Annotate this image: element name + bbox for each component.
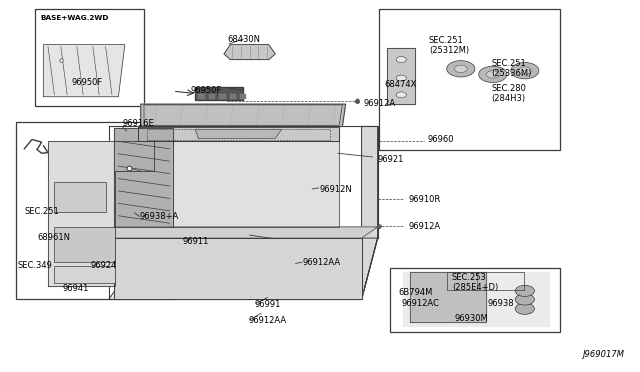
Text: 96924: 96924 [91,262,117,270]
Text: 96960: 96960 [428,135,454,144]
Bar [240,94,246,99]
Bar [447,272,524,290]
Text: 96938+A: 96938+A [140,212,179,221]
Bar [230,94,236,99]
Text: 68961N: 68961N [37,233,70,242]
Circle shape [447,61,475,77]
Text: 96912AA: 96912AA [248,316,287,325]
Text: 96921: 96921 [378,155,404,164]
Polygon shape [410,272,486,322]
Text: 96941: 96941 [63,284,89,293]
Text: 68474X: 68474X [384,80,417,89]
Text: 68430N: 68430N [227,35,260,44]
Text: SEC.349: SEC.349 [18,262,52,270]
Text: 96912A: 96912A [364,99,396,108]
Text: SEC.251
(25336M): SEC.251 (25336M) [492,60,532,78]
Polygon shape [44,45,125,97]
Text: 96930M: 96930M [454,314,488,323]
Polygon shape [387,48,415,104]
Bar [54,227,115,262]
Text: J969017M: J969017M [582,350,624,359]
Bar [16,122,174,299]
Polygon shape [114,128,173,227]
Circle shape [486,71,499,78]
Bar [198,94,205,99]
Bar [54,266,115,283]
Bar [54,182,106,212]
Text: SEC.253
(285E4+D): SEC.253 (285E4+D) [452,273,498,292]
Text: 96912AC: 96912AC [402,299,440,308]
Text: SEC.251: SEC.251 [24,207,59,216]
Text: BASE+WAG.2WD: BASE+WAG.2WD [40,15,109,21]
Bar [219,94,226,99]
Polygon shape [141,104,346,126]
Polygon shape [195,87,243,100]
Polygon shape [114,227,378,238]
Polygon shape [403,272,549,326]
Text: SEC.251
(25312M): SEC.251 (25312M) [429,36,469,55]
Text: 96911: 96911 [182,237,209,246]
Circle shape [454,65,467,73]
Circle shape [396,92,406,98]
Text: 6B794M: 6B794M [398,288,433,296]
Polygon shape [114,238,362,299]
Bar [35,9,144,106]
Circle shape [396,75,406,81]
Polygon shape [195,129,282,138]
Circle shape [515,285,534,296]
Polygon shape [362,126,378,299]
Circle shape [518,67,531,74]
Text: 96912AA: 96912AA [302,258,340,267]
Text: SEC.280
(284H3): SEC.280 (284H3) [492,84,526,103]
Text: 96938: 96938 [488,299,515,308]
Polygon shape [173,141,339,227]
Polygon shape [109,238,378,299]
Polygon shape [48,141,154,286]
Text: 96912A: 96912A [408,222,440,231]
Text: 96912N: 96912N [320,185,353,194]
Circle shape [396,57,406,62]
Bar [209,94,215,99]
Text: 96910R: 96910R [408,195,440,203]
Text: 96916E: 96916E [123,119,155,128]
Bar [379,9,560,150]
Circle shape [515,294,534,305]
Circle shape [479,66,507,83]
Polygon shape [224,45,275,60]
Circle shape [511,62,539,79]
Circle shape [515,303,534,314]
Text: 96950F: 96950F [191,86,222,94]
Text: 96950F: 96950F [72,78,103,87]
Polygon shape [138,127,339,141]
Bar [390,268,560,332]
Text: 96991: 96991 [255,300,281,309]
